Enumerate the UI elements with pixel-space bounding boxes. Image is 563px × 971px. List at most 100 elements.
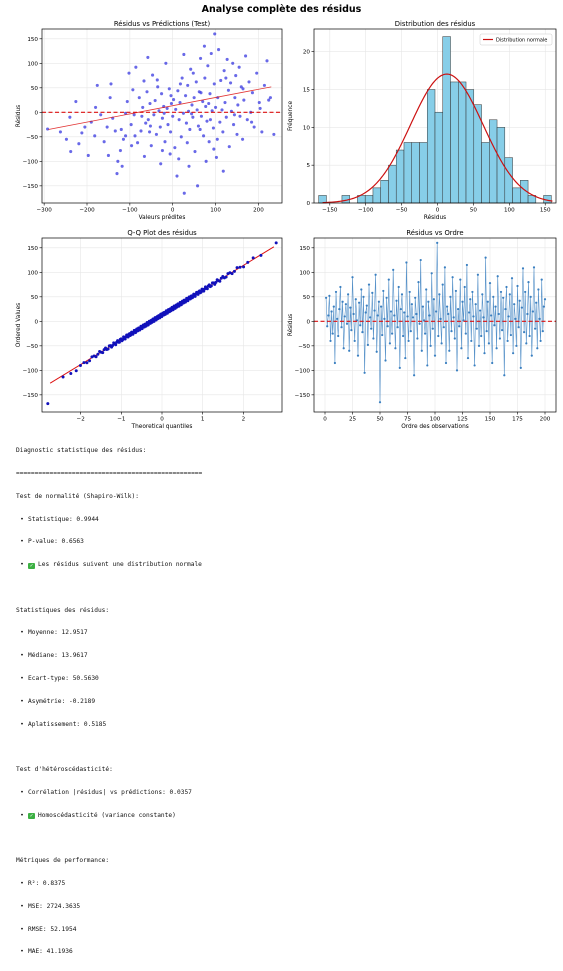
data-point	[152, 113, 156, 117]
data-point	[255, 71, 259, 75]
histogram-bar	[411, 142, 420, 204]
panel-qq-plot: −2 −1 0 1 2 −150 −100 −50 0 50 100 150 Q-Q Plot des …	[0, 222, 285, 432]
data-point	[402, 334, 405, 338]
data-point	[198, 127, 202, 132]
data-point	[196, 124, 200, 128]
data-point	[485, 330, 488, 333]
data-point	[221, 130, 225, 134]
y-tick-label: 100	[299, 270, 310, 276]
data-point	[232, 113, 236, 117]
data-point	[350, 329, 353, 332]
data-point	[408, 290, 411, 294]
bullet-icon: •	[20, 720, 24, 728]
data-point	[378, 401, 382, 404]
report-item-text: Homoscédasticité (variance constante)	[38, 811, 176, 819]
data-point	[94, 105, 98, 109]
histogram-bar	[372, 187, 381, 204]
histogram-bar	[465, 89, 475, 204]
bullet-icon: •	[20, 629, 24, 637]
data-point	[365, 304, 368, 307]
data-point	[196, 184, 200, 188]
data-point	[105, 125, 109, 129]
data-point	[369, 316, 372, 319]
data-point	[356, 354, 360, 357]
data-point	[205, 119, 209, 123]
data-point	[172, 98, 176, 102]
data-point	[207, 140, 211, 144]
data-point	[219, 78, 223, 83]
data-point	[374, 273, 377, 276]
y-tick-label: −100	[23, 159, 39, 165]
data-point	[187, 164, 191, 168]
data-point	[209, 284, 213, 288]
data-point	[499, 290, 503, 294]
data-point	[354, 298, 357, 301]
data-point	[363, 371, 366, 374]
data-point	[361, 331, 364, 334]
data-point	[505, 285, 508, 289]
data-point	[191, 71, 195, 75]
data-point	[428, 314, 431, 317]
data-point	[224, 76, 228, 80]
data-point	[167, 87, 171, 91]
data-point	[524, 290, 527, 294]
x-axis-label: Résidus	[424, 214, 446, 221]
figure-suptitle: Analyse complète des résidus	[201, 4, 362, 15]
y-tick-label: −100	[295, 368, 311, 374]
data-point	[525, 342, 528, 345]
data-point	[218, 279, 222, 283]
x-tick-label: −1	[117, 417, 126, 423]
data-point	[481, 293, 484, 296]
data-point	[235, 266, 239, 270]
data-point	[414, 296, 417, 299]
data-point	[232, 123, 236, 127]
data-point	[372, 337, 375, 340]
data-point	[117, 340, 121, 344]
data-point	[470, 339, 473, 343]
y-tick-label: −50	[26, 344, 38, 350]
report-item-text: P-value: 0.6563	[28, 538, 84, 546]
data-point	[130, 144, 134, 148]
data-point	[82, 361, 86, 365]
data-point	[241, 87, 245, 91]
data-point	[399, 307, 402, 311]
data-point	[442, 326, 445, 329]
data-point	[527, 281, 530, 284]
data-point	[534, 327, 537, 330]
data-point	[160, 149, 164, 153]
panel-residuals-vs-predictions: −300 −200 −100 0 100 200 −150 −100 −50 0 50 100 150 R…	[0, 13, 285, 223]
y-axis-label: Fréquence	[287, 101, 294, 132]
data-point	[95, 83, 99, 87]
data-point	[396, 326, 399, 329]
data-point	[458, 325, 461, 328]
report-heading-stats: Statistiques des résidus:	[16, 606, 110, 614]
data-point	[88, 359, 92, 363]
report-item: • Ecart-type: 50.5630	[16, 675, 546, 683]
data-point	[464, 332, 467, 335]
data-point	[260, 130, 264, 134]
data-point	[437, 334, 440, 338]
histogram-bar	[442, 36, 451, 204]
data-point	[160, 116, 164, 120]
data-point	[109, 82, 113, 86]
y-tick-label: 0	[306, 201, 310, 207]
data-point	[398, 366, 401, 369]
bullet-icon: •	[20, 652, 24, 660]
data-point	[168, 152, 172, 156]
histogram-bar	[388, 164, 397, 204]
data-point	[208, 118, 212, 122]
data-point	[119, 127, 123, 132]
x-tick-label: −2	[77, 417, 85, 423]
data-point	[169, 101, 173, 106]
data-point	[69, 149, 73, 154]
data-point	[514, 317, 517, 320]
data-point	[517, 326, 520, 329]
data-point	[509, 333, 512, 337]
data-point	[411, 316, 415, 319]
bullet-icon: •	[20, 948, 24, 956]
data-point	[337, 334, 340, 338]
y-tick-label: 50	[31, 295, 39, 301]
data-point	[406, 315, 409, 318]
data-point	[457, 307, 460, 311]
data-point	[164, 61, 168, 65]
